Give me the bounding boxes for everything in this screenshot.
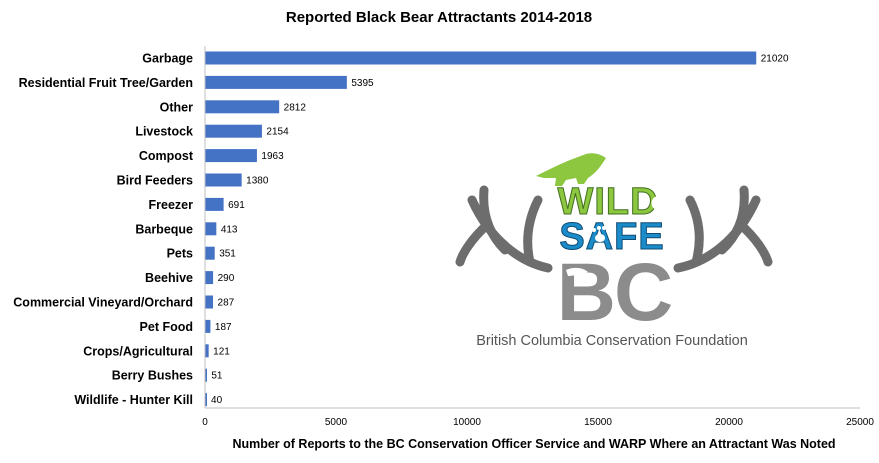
- squirrel-icon: [651, 195, 667, 210]
- category-label: Barbeque: [135, 222, 193, 236]
- bar: [205, 197, 224, 211]
- bar: [205, 393, 207, 407]
- value-label: 691: [228, 200, 245, 211]
- logo-safe-text: SAFE: [559, 216, 664, 258]
- x-axis-title: Number of Reports to the BC Conservation…: [232, 437, 835, 451]
- value-label: 287: [218, 298, 235, 309]
- bar: [205, 368, 207, 382]
- x-tick-label: 20000: [715, 417, 743, 428]
- category-label: Residential Fruit Tree/Garden: [19, 76, 193, 90]
- cougar-icon: [536, 153, 606, 186]
- logo-organization-text: British Columbia Conservation Foundation: [476, 333, 748, 349]
- value-label: 351: [219, 249, 236, 260]
- value-label: 51: [211, 371, 223, 382]
- bar: [205, 124, 262, 138]
- bar: [205, 222, 217, 236]
- value-label: 2812: [284, 102, 307, 113]
- value-label: 1380: [246, 176, 269, 187]
- bar: [205, 75, 347, 89]
- value-label: 40: [211, 395, 223, 406]
- value-label: 1963: [261, 151, 284, 162]
- logo-wild-text: WILD: [557, 181, 658, 223]
- value-label: 413: [221, 224, 238, 235]
- bars-group: [205, 51, 757, 407]
- bar: [205, 295, 214, 309]
- category-label: Livestock: [135, 125, 193, 139]
- bar: [205, 173, 242, 187]
- logo-bc-text: BC: [557, 247, 671, 338]
- bar: [205, 344, 209, 358]
- x-axis-ticks: 0 5000 10000 15000 20000 25000: [202, 417, 874, 428]
- wildsafe-bc-logo: WILD SAFE BC British Columbia Conservati…: [455, 153, 773, 349]
- paw-print-icon: [592, 226, 610, 242]
- value-label: 5395: [351, 78, 374, 89]
- value-labels: 21020 5395 2812 2154 1963 1380 691 413 351 290 287…: [211, 54, 789, 407]
- category-label: Garbage: [142, 52, 193, 66]
- category-label: Beehive: [145, 271, 193, 285]
- x-tick-label: 25000: [846, 417, 874, 428]
- bar: [205, 246, 215, 260]
- category-label: Pets: [167, 247, 193, 261]
- chart-title: Reported Black Bear Attractants 2014-201…: [286, 9, 592, 26]
- bar: [205, 271, 214, 285]
- category-label: Berry Bushes: [112, 369, 193, 383]
- x-tick-label: 0: [202, 417, 208, 428]
- antlers-icon: [455, 185, 773, 273]
- category-label: Freezer: [149, 198, 194, 212]
- x-tick-label: 10000: [453, 417, 481, 428]
- category-label: Crops/Agricultural: [83, 344, 193, 358]
- bar: [205, 51, 757, 65]
- category-label: Pet Food: [140, 320, 193, 334]
- category-label: Bird Feeders: [117, 174, 193, 188]
- category-label: Commercial Vineyard/Orchard: [13, 296, 193, 310]
- value-label: 290: [218, 273, 235, 284]
- category-label: Compost: [139, 149, 194, 163]
- bar: [205, 149, 257, 163]
- bar: [205, 100, 280, 114]
- value-label: 21020: [761, 54, 789, 65]
- bc-map-icon: [566, 267, 588, 276]
- bar: [205, 319, 211, 333]
- category-label: Other: [160, 100, 193, 114]
- category-label: Wildlife - Hunter Kill: [74, 393, 193, 407]
- value-label: 187: [215, 322, 232, 333]
- x-tick-label: 15000: [584, 417, 612, 428]
- value-label: 121: [213, 346, 230, 357]
- x-tick-label: 5000: [325, 417, 348, 428]
- category-labels: Garbage Residential Fruit Tree/Garden Othe…: [13, 52, 194, 408]
- value-label: 2154: [266, 127, 289, 138]
